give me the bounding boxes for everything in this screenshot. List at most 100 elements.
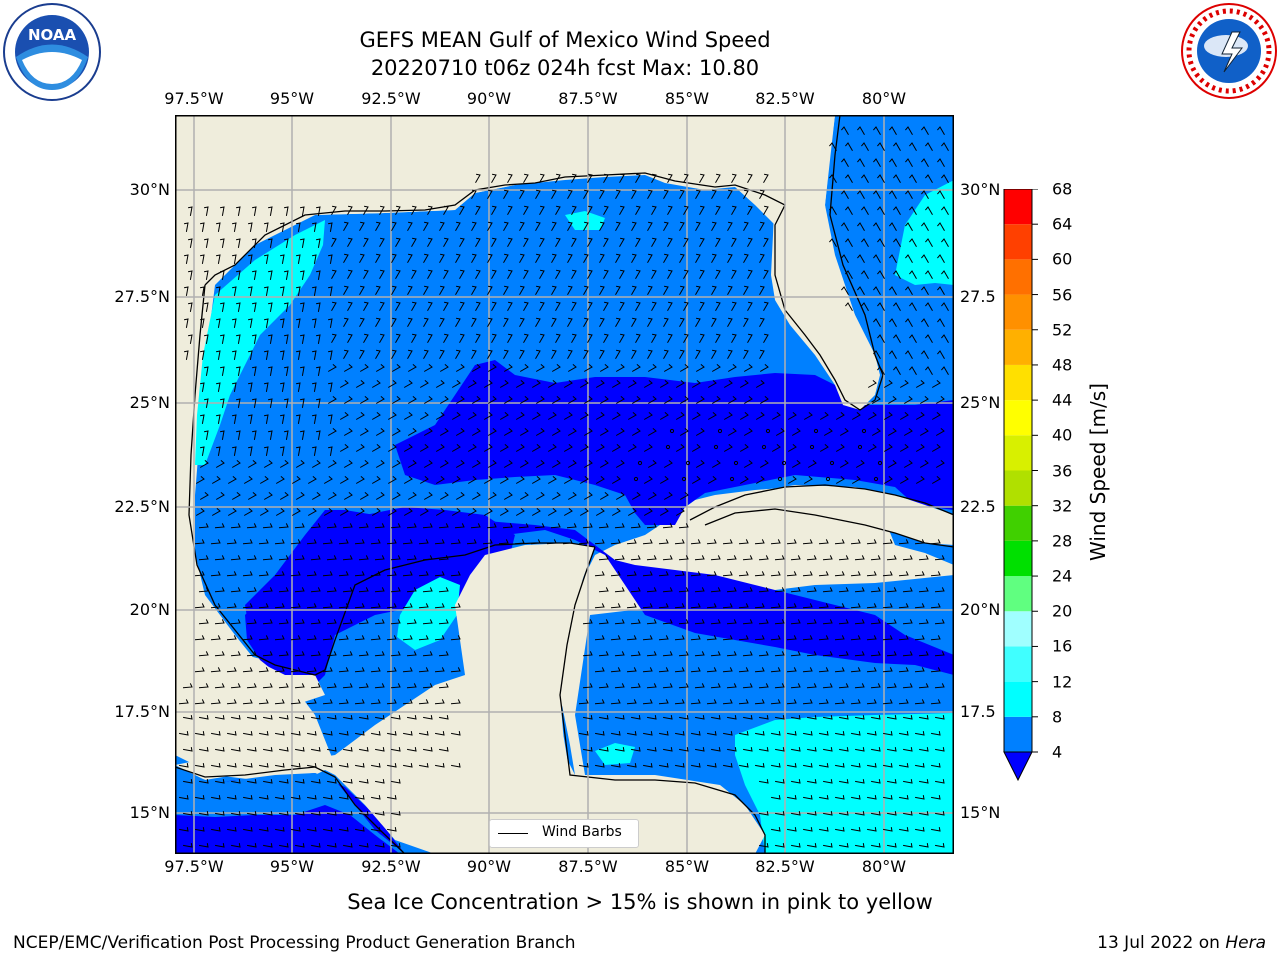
wind-barb [742, 555, 753, 561]
wind-barb [406, 523, 417, 529]
wind-barb [743, 285, 749, 296]
wind-barb [663, 253, 669, 264]
wind-barb [694, 555, 705, 561]
wind-barb [391, 364, 401, 372]
wind-barb [594, 699, 605, 705]
wind-barb [823, 779, 833, 784]
wind-barb [899, 380, 909, 388]
wind-barb [407, 396, 417, 404]
wind-barb [268, 206, 273, 216]
wind-barb [742, 683, 753, 689]
wind-barb [823, 715, 833, 720]
wind-barb [567, 396, 577, 404]
wind-barb [738, 603, 749, 609]
wind-barb [243, 827, 253, 832]
wind-barb [663, 189, 669, 200]
wind-barb [647, 396, 657, 404]
wind-barb [647, 189, 653, 200]
wind-barb [258, 539, 269, 545]
colorbar-tick: 68 [1052, 179, 1073, 199]
wind-barb [370, 699, 381, 705]
wind-barb [278, 555, 289, 561]
wind-barb [343, 317, 349, 328]
wind-barb [338, 667, 349, 673]
wind-barb [743, 253, 749, 264]
wind-barb [184, 286, 189, 296]
wind-barb [919, 715, 929, 720]
wind-barb [188, 238, 193, 248]
wind-barb [567, 428, 577, 436]
wind-barb [503, 253, 509, 264]
wind-barb [835, 444, 845, 452]
wind-barb [855, 811, 865, 816]
wind-barb [274, 539, 285, 545]
wind-barb [690, 539, 701, 545]
wind-barb [391, 285, 397, 296]
wind-barb [727, 428, 737, 436]
wind-barb [230, 619, 241, 625]
wind-barb [925, 206, 933, 216]
wind-barb [598, 651, 609, 657]
wind-barb [195, 795, 205, 800]
wind-barb [902, 651, 913, 657]
wind-barb [359, 843, 369, 848]
wind-barb [710, 651, 721, 657]
wind-barb [551, 460, 561, 468]
wind-barb [845, 206, 853, 216]
wind-barb [342, 651, 353, 657]
wind-barb [882, 699, 893, 705]
wind-barb [615, 747, 625, 752]
wind-barb [294, 587, 305, 593]
calm-marker [685, 460, 691, 466]
wind-barb [643, 476, 653, 484]
wind-barb [887, 843, 897, 848]
wind-barb [909, 334, 917, 344]
wind-barb [327, 747, 337, 752]
wind-barb [422, 683, 433, 689]
wind-barb [439, 715, 449, 720]
wind-barb [216, 350, 221, 360]
wind-barb [819, 412, 829, 420]
wind-barb [331, 237, 337, 248]
wind-barb [630, 523, 641, 529]
wind-barb [419, 731, 429, 736]
wind-barb [647, 221, 653, 232]
wind-barb [631, 189, 637, 200]
wind-barb [279, 779, 289, 784]
wind-barb [855, 715, 865, 720]
wind-barb [643, 731, 653, 736]
wind-barb [759, 317, 765, 328]
wind-barb [667, 333, 673, 344]
wind-barb [615, 396, 625, 404]
wind-barb [439, 460, 449, 468]
wind-barb [459, 205, 465, 216]
legend-line-icon [498, 833, 528, 834]
wind-barb [759, 349, 765, 360]
wind-barb [487, 253, 493, 264]
wind-barb [280, 382, 285, 392]
lon-tick-bottom: 82.5°W [755, 857, 815, 876]
wind-barb [722, 667, 733, 673]
wind-barb [647, 428, 657, 436]
wind-barb [822, 651, 833, 657]
wind-barb [451, 763, 461, 768]
wind-barb [338, 603, 349, 609]
wind-barb [331, 269, 337, 280]
wind-barb [443, 205, 449, 216]
wind-barb [491, 269, 497, 280]
wind-barb [861, 238, 869, 248]
lat-tick-right: 20°N [960, 600, 1001, 619]
wind-barb [867, 380, 877, 388]
wind-barb [246, 587, 257, 593]
wind-barb [482, 539, 493, 545]
wind-barb [631, 285, 637, 296]
wind-barb [487, 285, 493, 296]
colorbar-tick: 52 [1052, 320, 1073, 340]
wind-barb [898, 571, 909, 577]
wind-barb [236, 302, 241, 312]
wind-barb [395, 205, 401, 216]
wind-barb [930, 635, 941, 641]
wind-barb [571, 269, 577, 280]
wind-barb [284, 430, 289, 440]
wind-barb [342, 555, 353, 561]
